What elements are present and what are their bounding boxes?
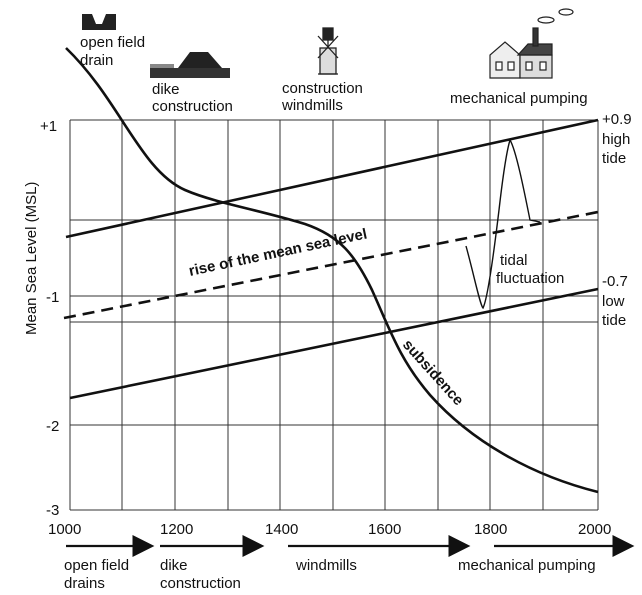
top-windmills-2: windmills (281, 97, 343, 114)
tidal-label: tidal (500, 252, 528, 269)
dike-icon (150, 52, 230, 78)
bottom-dike-1: dike (160, 557, 188, 574)
y-tick-plus1: +1 (40, 118, 57, 135)
bottom-dike-2: construction (160, 575, 241, 592)
rise-label: rise of the mean sea level (187, 225, 368, 279)
top-dike-1: dike (152, 81, 180, 98)
top-pumping: mechanical pumping (450, 90, 588, 107)
grid (69, 119, 599, 511)
bottom-open-field-1: open field (64, 557, 129, 574)
y-axis-label: Mean Sea Level (MSL) (23, 182, 40, 335)
bottom-open-field-2: drains (64, 575, 105, 592)
low-tide-label-2: tide (602, 312, 626, 329)
x-tick-1400: 1400 (265, 521, 298, 538)
high-tide-line (65, 118, 599, 239)
x-tick-1000: 1000 (48, 521, 81, 538)
windmill-icon (317, 27, 339, 75)
subsidence-curve (65, 47, 599, 494)
top-open-field-2: drain (80, 52, 113, 69)
y-tick-minus3: -3 (46, 502, 59, 519)
high-tide-label-1: high (602, 131, 630, 148)
top-windmills-1: construction (282, 80, 363, 97)
x-tick-1800: 1800 (474, 521, 507, 538)
top-dike-2: construction (152, 98, 233, 115)
x-tick-1200: 1200 (160, 521, 193, 538)
low-tide-line (69, 287, 599, 400)
high-tide-value: +0.9 (602, 111, 632, 128)
low-tide-value: -0.7 (602, 273, 628, 290)
high-tide-label-2: tide (602, 150, 626, 167)
tidal-fluctuation-wave (465, 138, 541, 310)
x-tick-2000: 2000 (578, 521, 611, 538)
bottom-windmills: windmills (295, 557, 357, 574)
bottom-pumping: mechanical pumping (458, 557, 596, 574)
y-tick-minus2: -2 (46, 418, 59, 435)
mean-sea-level-line (63, 210, 599, 320)
low-tide-label-1: low (602, 293, 625, 310)
x-tick-1600: 1600 (368, 521, 401, 538)
y-tick-minus1: -1 (46, 289, 59, 306)
pumping-station-icon (489, 8, 574, 79)
top-open-field-1: open field (80, 34, 145, 51)
fluctuation-label: fluctuation (496, 270, 564, 287)
open-field-drain-icon (82, 14, 116, 30)
